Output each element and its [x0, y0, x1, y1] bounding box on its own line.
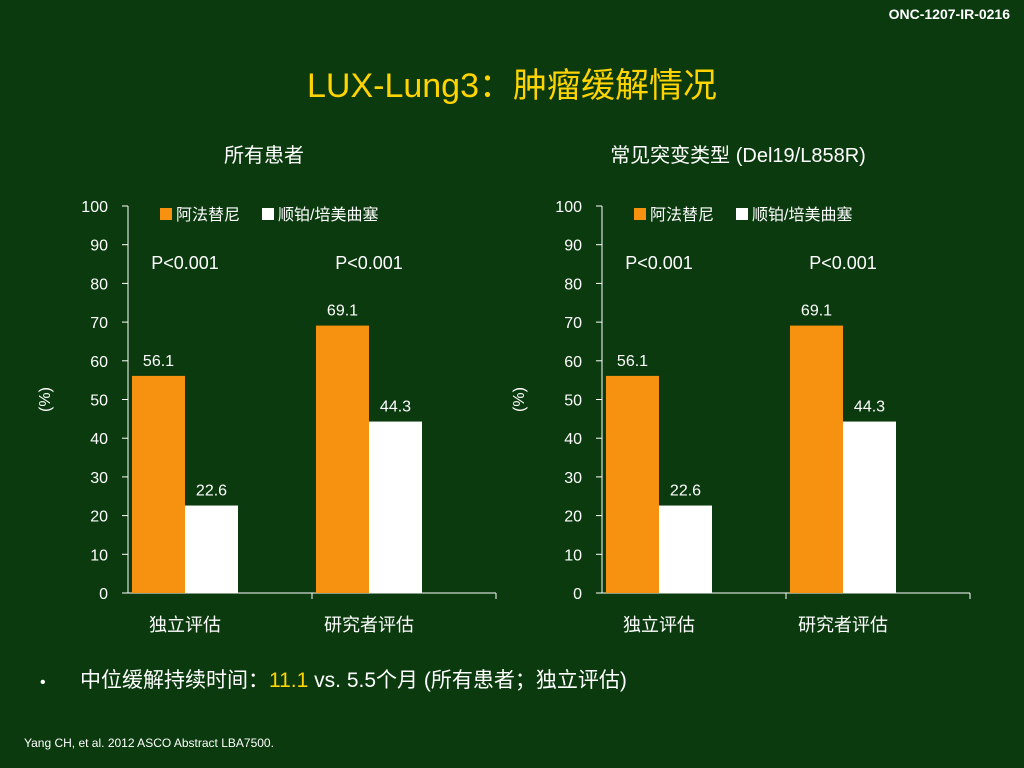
bar-afatinib — [790, 325, 843, 593]
bar-chemo — [369, 421, 422, 593]
slide-code: ONC-1207-IR-0216 — [888, 6, 1010, 22]
y-tick-label: 10 — [90, 547, 108, 564]
y-tick-label: 20 — [90, 509, 108, 526]
y-tick-label: 100 — [555, 199, 582, 216]
data-label: 22.6 — [670, 483, 701, 500]
bar-chemo — [185, 505, 238, 593]
data-label: 56.1 — [617, 353, 648, 370]
data-label: 69.1 — [801, 303, 832, 320]
footer-citation: Yang CH, et al. 2012 ASCO Abstract LBA75… — [24, 736, 274, 750]
y-tick-label: 50 — [564, 393, 582, 410]
bar-chemo — [843, 421, 896, 593]
y-tick-label: 30 — [90, 470, 108, 487]
x-tick-label: 独立评估 — [623, 615, 695, 635]
bullet-highlight: 11.1 — [269, 669, 309, 692]
chart-svg: 所有患者 (%) 0 10 20 30 40 50 60 70 80 90 100 独立评估 56.1 22.… — [37, 144, 497, 635]
data-label: 44.3 — [380, 399, 411, 416]
p-value-annotation: P<0.001 — [625, 253, 693, 273]
y-tick-label: 80 — [564, 276, 582, 293]
x-tick-label: 研究者评估 — [324, 615, 414, 635]
y-tick-label: 30 — [564, 470, 582, 487]
data-label: 56.1 — [143, 353, 174, 370]
y-tick-label: 0 — [99, 586, 108, 603]
slide-title: LUX-Lung3：肿瘤缓解情况 — [306, 67, 717, 105]
chart-all-patients: 所有患者 (%) 0 10 20 30 40 50 60 70 80 90 100 独立评估 56.1 22.… — [20, 130, 500, 650]
p-value-annotation: P<0.001 — [335, 253, 403, 273]
bullet-suffix: vs. 5.5个月 (所有患者；独立评估) — [308, 669, 627, 692]
y-tick-label: 70 — [564, 315, 582, 332]
y-tick-label: 100 — [81, 199, 108, 216]
chart-svg: 常见突变类型 (Del19/L858R) (%) 0 10 20 30 40 50 60 70 80… — [511, 144, 971, 635]
bar-afatinib — [316, 325, 369, 593]
legend-label: 阿法替尼 — [176, 206, 240, 224]
y-tick-label: 70 — [90, 315, 108, 332]
x-tick-label: 独立评估 — [149, 615, 221, 635]
chart-title: 常见突变类型 (Del19/L858R) — [610, 144, 866, 167]
y-tick-label: 20 — [564, 509, 582, 526]
y-tick-label: 10 — [564, 547, 582, 564]
y-axis-label: (%) — [37, 387, 54, 412]
legend-swatch — [262, 208, 274, 220]
bullet-prefix: 中位缓解持续时间： — [80, 669, 269, 692]
y-tick-label: 80 — [90, 276, 108, 293]
bar-afatinib — [132, 375, 185, 593]
chart-common-mutations: 常见突变类型 (Del19/L858R) (%) 0 10 20 30 40 50 60 70 80… — [494, 130, 974, 650]
y-tick-label: 90 — [564, 238, 582, 255]
x-tick-label: 研究者评估 — [798, 615, 888, 635]
p-value-annotation: P<0.001 — [151, 253, 219, 273]
data-label: 22.6 — [196, 483, 227, 500]
y-tick-label: 40 — [90, 431, 108, 448]
y-tick-label: 50 — [90, 393, 108, 410]
legend-label: 阿法替尼 — [650, 206, 714, 224]
data-label: 69.1 — [327, 303, 358, 320]
y-tick-label: 0 — [573, 586, 582, 603]
data-label: 44.3 — [854, 399, 885, 416]
legend-swatch — [160, 208, 172, 220]
bar-afatinib — [606, 375, 659, 593]
bullet-median-duration: • 中位缓解持续时间：11.1 vs. 5.5个月 (所有患者；独立评估) — [40, 664, 627, 694]
y-tick-label: 40 — [564, 431, 582, 448]
y-axis-label: (%) — [511, 387, 528, 412]
p-value-annotation: P<0.001 — [809, 253, 877, 273]
legend-swatch — [736, 208, 748, 220]
bullet-dot: • — [40, 674, 46, 691]
legend-label: 顺铂/培美曲塞 — [752, 206, 852, 224]
bar-chemo — [659, 505, 712, 593]
legend-swatch — [634, 208, 646, 220]
y-tick-label: 60 — [564, 354, 582, 371]
y-tick-label: 90 — [90, 238, 108, 255]
chart-title: 所有患者 — [224, 144, 304, 167]
legend-label: 顺铂/培美曲塞 — [278, 206, 378, 224]
y-tick-label: 60 — [90, 354, 108, 371]
